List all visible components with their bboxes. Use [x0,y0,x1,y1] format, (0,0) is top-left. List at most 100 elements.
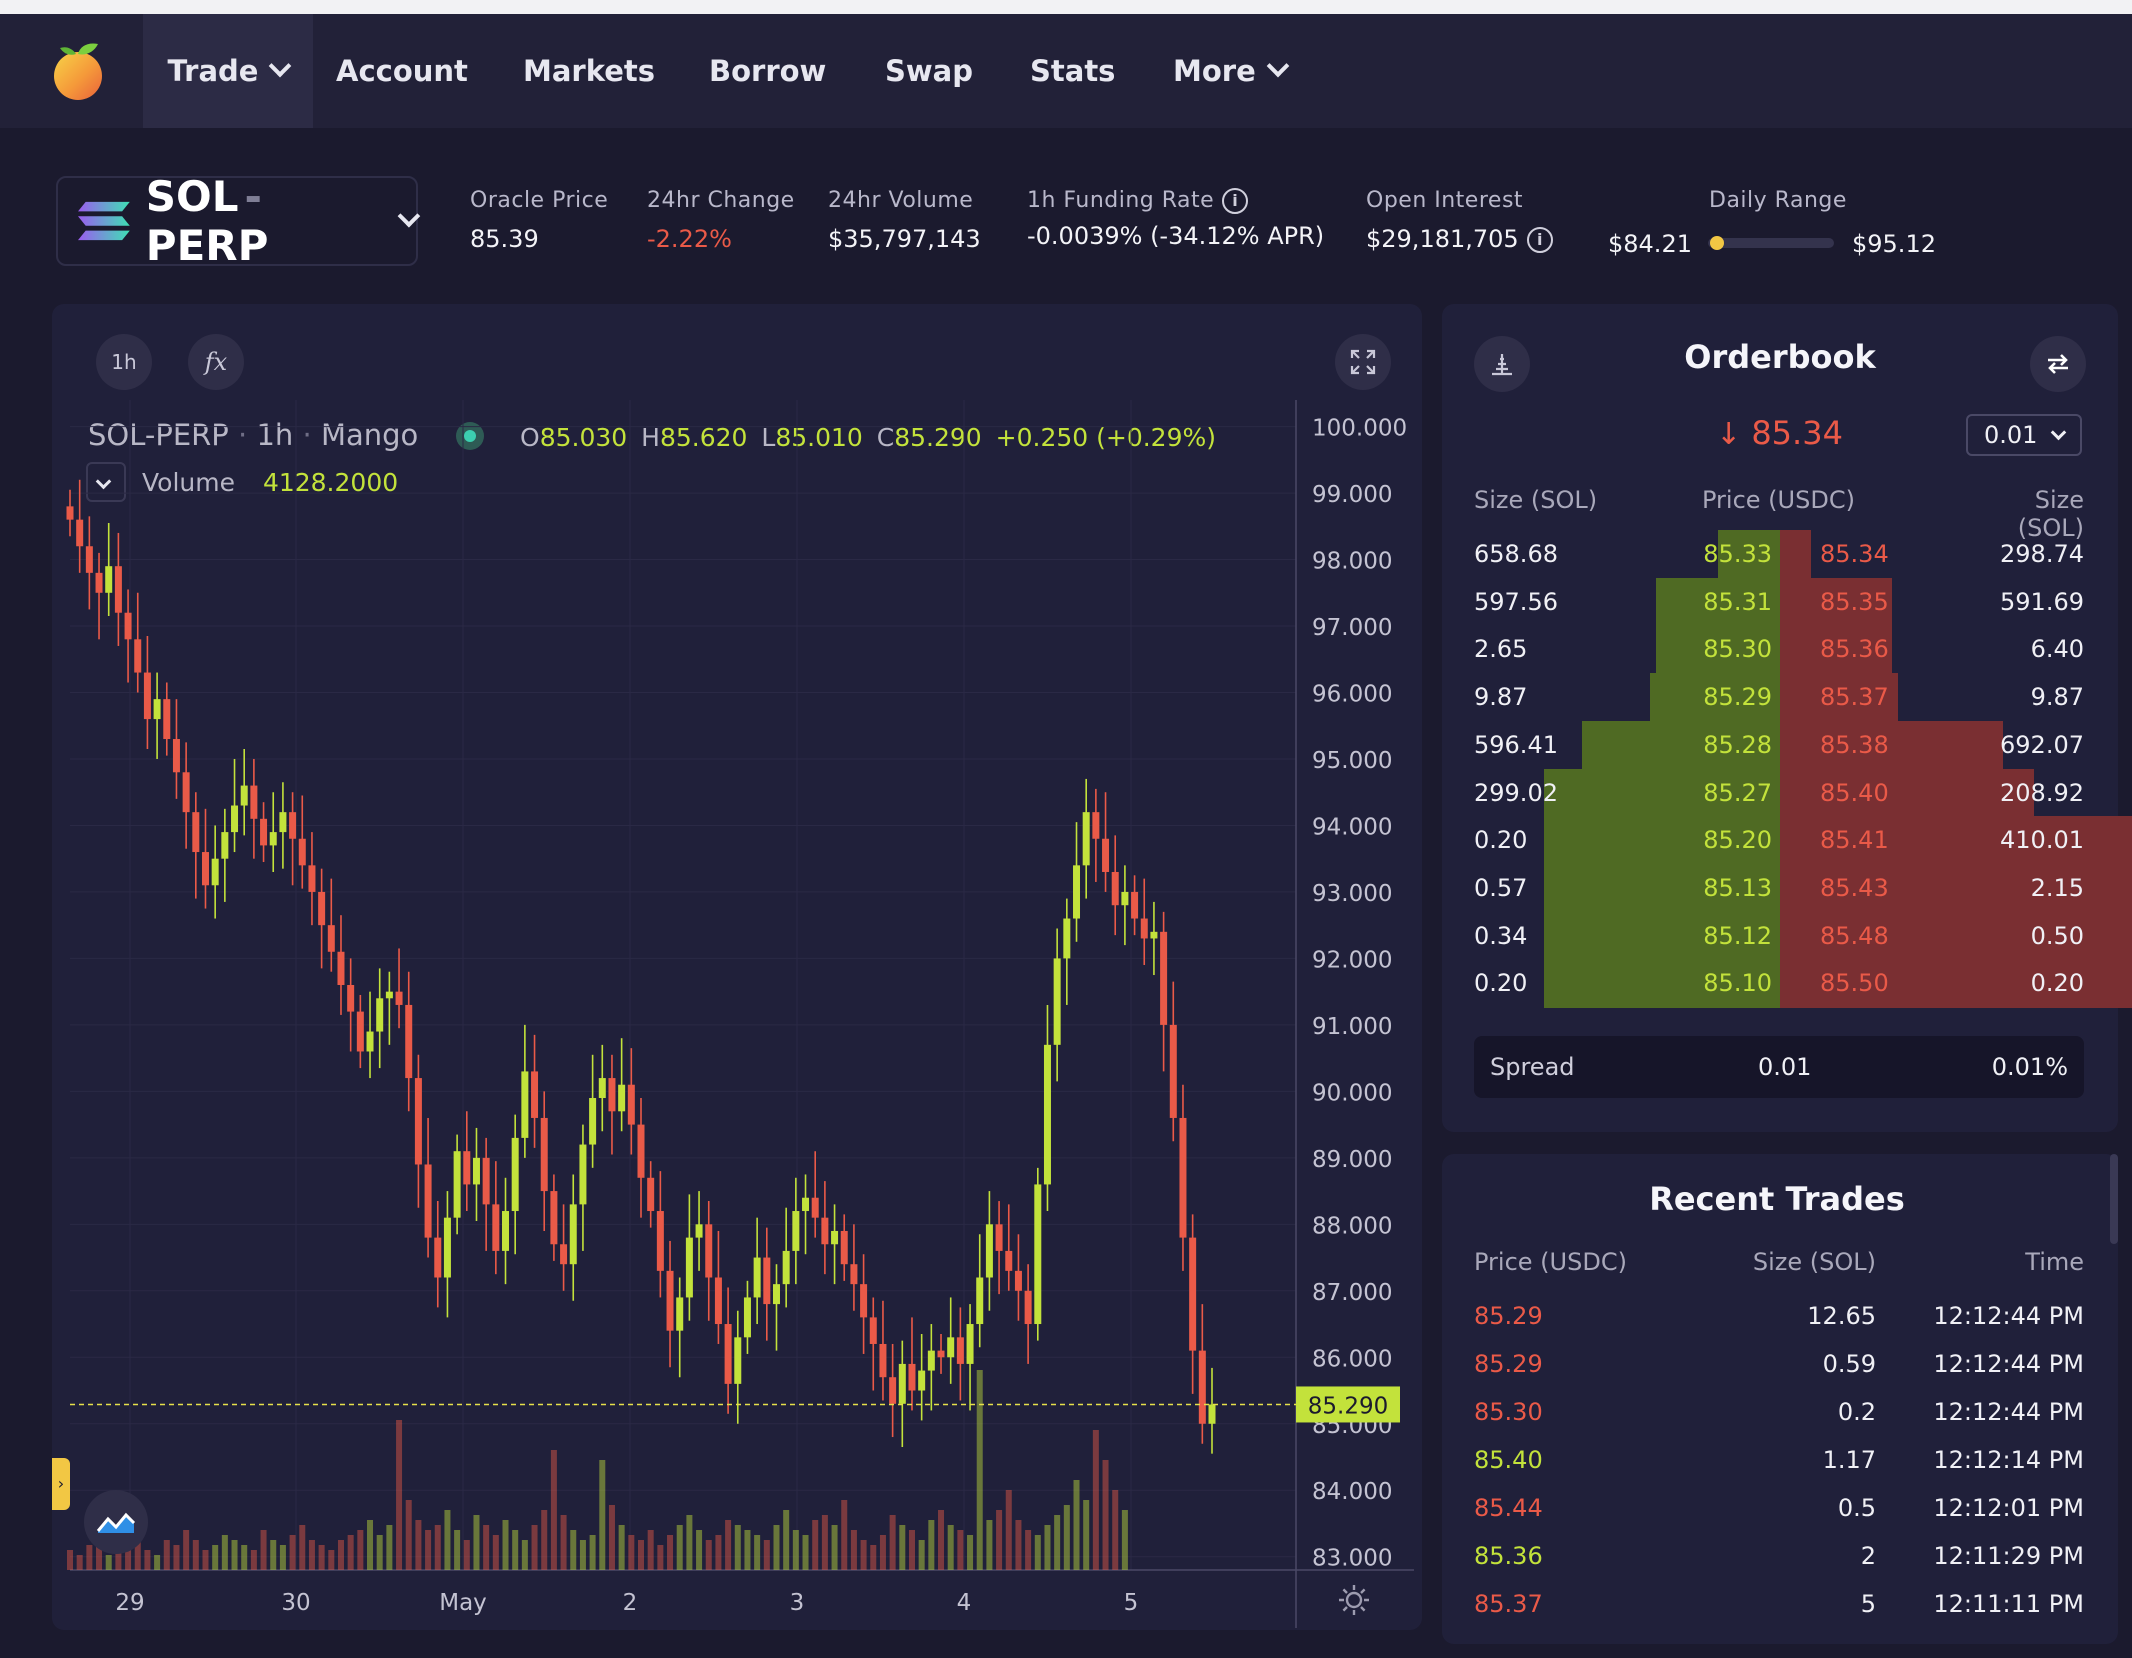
candle-body [260,818,268,846]
bid-price[interactable]: 85.20 [1703,826,1772,855]
bid-size[interactable]: 299.02 [1474,778,1558,807]
chart-side-toggle[interactable]: › [52,1458,70,1510]
info-icon[interactable]: i [1222,188,1249,214]
nav-trade-label: Trade [167,54,259,88]
daily-range-low: $84.21 [1608,230,1692,258]
nav-borrow[interactable]: Borrow [709,14,826,128]
bid-size[interactable]: 597.56 [1474,587,1558,616]
candle-body [695,1224,703,1238]
info-icon[interactable]: i [1526,227,1553,253]
trade-size: 2 [1860,1542,1876,1570]
bid-price[interactable]: 85.28 [1703,730,1772,759]
bid-size[interactable]: 0.34 [1474,921,1528,950]
volume-bar [502,1520,509,1570]
candle-body [105,566,113,593]
fullscreen-button[interactable] [1335,334,1391,390]
bid-size[interactable]: 0.20 [1474,969,1528,998]
nav-trade[interactable]: Trade [143,14,313,128]
mango-logo[interactable] [50,40,110,102]
nav-more[interactable]: More [1173,14,1290,128]
swap-sides-button[interactable] [2030,336,2086,392]
nav-swap[interactable]: Swap [885,14,973,128]
ask-size[interactable]: 410.01 [2000,826,2084,855]
ask-price[interactable]: 85.34 [1820,540,1889,568]
ohlc-c-label: C [876,423,895,452]
ask-price[interactable]: 85.50 [1820,969,1889,998]
bid-price[interactable]: 85.13 [1703,873,1772,902]
y-tick-label: 92.000 [1312,947,1392,973]
market-separator: - [244,172,262,221]
volume-bar [231,1540,238,1570]
volume-bar [1121,1510,1128,1570]
stat-value: -0.0039% (-34.12% APR) [1027,222,1325,250]
candle-body [860,1284,868,1318]
bid-size[interactable]: 658.68 [1474,540,1558,568]
ask-size[interactable]: 591.69 [2000,587,2084,616]
candle-body [308,865,316,892]
ask-price[interactable]: 85.48 [1820,921,1889,950]
recent-trades-scrollbar[interactable] [2110,1154,2118,1244]
candle-body [743,1297,751,1338]
depth-toggle-button[interactable] [1474,336,1530,392]
volume-bar [715,1535,722,1570]
volume-bar [541,1510,548,1570]
indicators-button[interactable]: fx [188,334,244,390]
bid-price[interactable]: 85.33 [1703,540,1772,568]
volume-bar [928,1520,935,1570]
candle-body [782,1250,790,1285]
ask-price[interactable]: 85.37 [1820,683,1889,712]
y-tick-label: 91.000 [1312,1014,1392,1040]
ob-header-bid-size: Size (SOL) [1474,486,1598,514]
ask-size[interactable]: 6.40 [2030,635,2084,664]
nav-account-label: Account [336,54,468,88]
arrow-down-icon: ↓ [1716,417,1742,452]
volume-bar [1112,1490,1119,1570]
x-tick-label: 5 [1124,1590,1139,1616]
bid-size[interactable]: 0.20 [1474,826,1528,855]
ask-size[interactable]: 9.87 [2030,683,2084,712]
candle-body [1082,812,1090,866]
bid-size[interactable]: 9.87 [1474,683,1528,712]
candle-body [1063,918,1071,959]
nav-stats[interactable]: Stats [1030,14,1115,128]
market-selector[interactable]: SOL -PERP [56,172,420,270]
ask-size[interactable]: 298.74 [2000,540,2084,568]
bid-size[interactable]: 596.41 [1474,730,1558,759]
ask-size[interactable]: 0.50 [2030,921,2084,950]
ask-size[interactable]: 2.15 [2030,873,2084,902]
ask-price[interactable]: 85.36 [1820,635,1889,664]
volume-collapse-button[interactable] [86,462,126,502]
nav-account[interactable]: Account [336,14,468,128]
volume-bar [125,1545,132,1570]
volume-bar [279,1545,286,1570]
bid-depth-bar [1656,577,1780,627]
ask-price[interactable]: 85.43 [1820,873,1889,902]
interval-button[interactable]: 1h [96,334,152,390]
trade-price: 85.30 [1474,1398,1543,1426]
ask-size[interactable]: 692.07 [2000,730,2084,759]
candle-body [531,1071,539,1118]
bid-price[interactable]: 85.30 [1703,635,1772,664]
ask-size[interactable]: 208.92 [2000,778,2084,807]
volume-bar [454,1530,461,1570]
bid-size[interactable]: 2.65 [1474,635,1528,664]
nav-markets[interactable]: Markets [523,14,655,128]
bid-price[interactable]: 85.29 [1703,683,1772,712]
bid-price[interactable]: 85.31 [1703,587,1772,616]
tradingview-logo[interactable] [84,1490,148,1554]
ask-price[interactable]: 85.41 [1820,826,1889,855]
bid-price[interactable]: 85.12 [1703,921,1772,950]
bid-depth-bar [1544,863,1780,913]
bid-size[interactable]: 0.57 [1474,873,1528,902]
chart-settings-button[interactable] [1336,1582,1372,1618]
ask-price[interactable]: 85.40 [1820,778,1889,807]
grouping-select[interactable]: 0.01 [1966,414,2082,456]
bid-price[interactable]: 85.27 [1703,778,1772,807]
bid-depth-bar [1544,959,1780,1008]
ask-price[interactable]: 85.35 [1820,587,1889,616]
bid-price[interactable]: 85.10 [1703,969,1772,998]
ask-size[interactable]: 0.20 [2030,969,2084,998]
volume-bar [241,1545,248,1570]
ask-price[interactable]: 85.38 [1820,730,1889,759]
